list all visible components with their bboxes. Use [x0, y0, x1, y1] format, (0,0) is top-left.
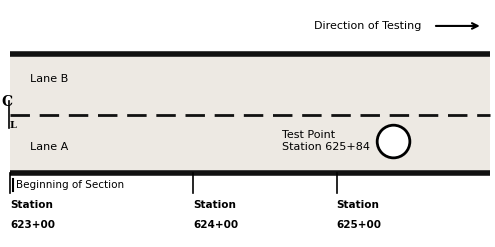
Text: L: L: [9, 121, 16, 130]
Ellipse shape: [377, 125, 410, 158]
Text: C: C: [2, 95, 13, 109]
Text: Station: Station: [193, 200, 236, 210]
Text: Lane A: Lane A: [30, 142, 68, 152]
Text: Lane B: Lane B: [30, 74, 68, 84]
Text: Station: Station: [337, 200, 380, 210]
Text: 625+00: 625+00: [337, 220, 382, 230]
Text: Beginning of Section: Beginning of Section: [16, 180, 124, 190]
Text: Direction of Testing: Direction of Testing: [314, 21, 422, 31]
Text: Test Point: Test Point: [282, 130, 335, 140]
Bar: [10, 54, 490, 173]
Text: 623+00: 623+00: [10, 220, 55, 230]
Text: Station: Station: [10, 200, 53, 210]
Text: 624+00: 624+00: [193, 220, 238, 230]
Text: Station 625+84: Station 625+84: [282, 142, 370, 152]
